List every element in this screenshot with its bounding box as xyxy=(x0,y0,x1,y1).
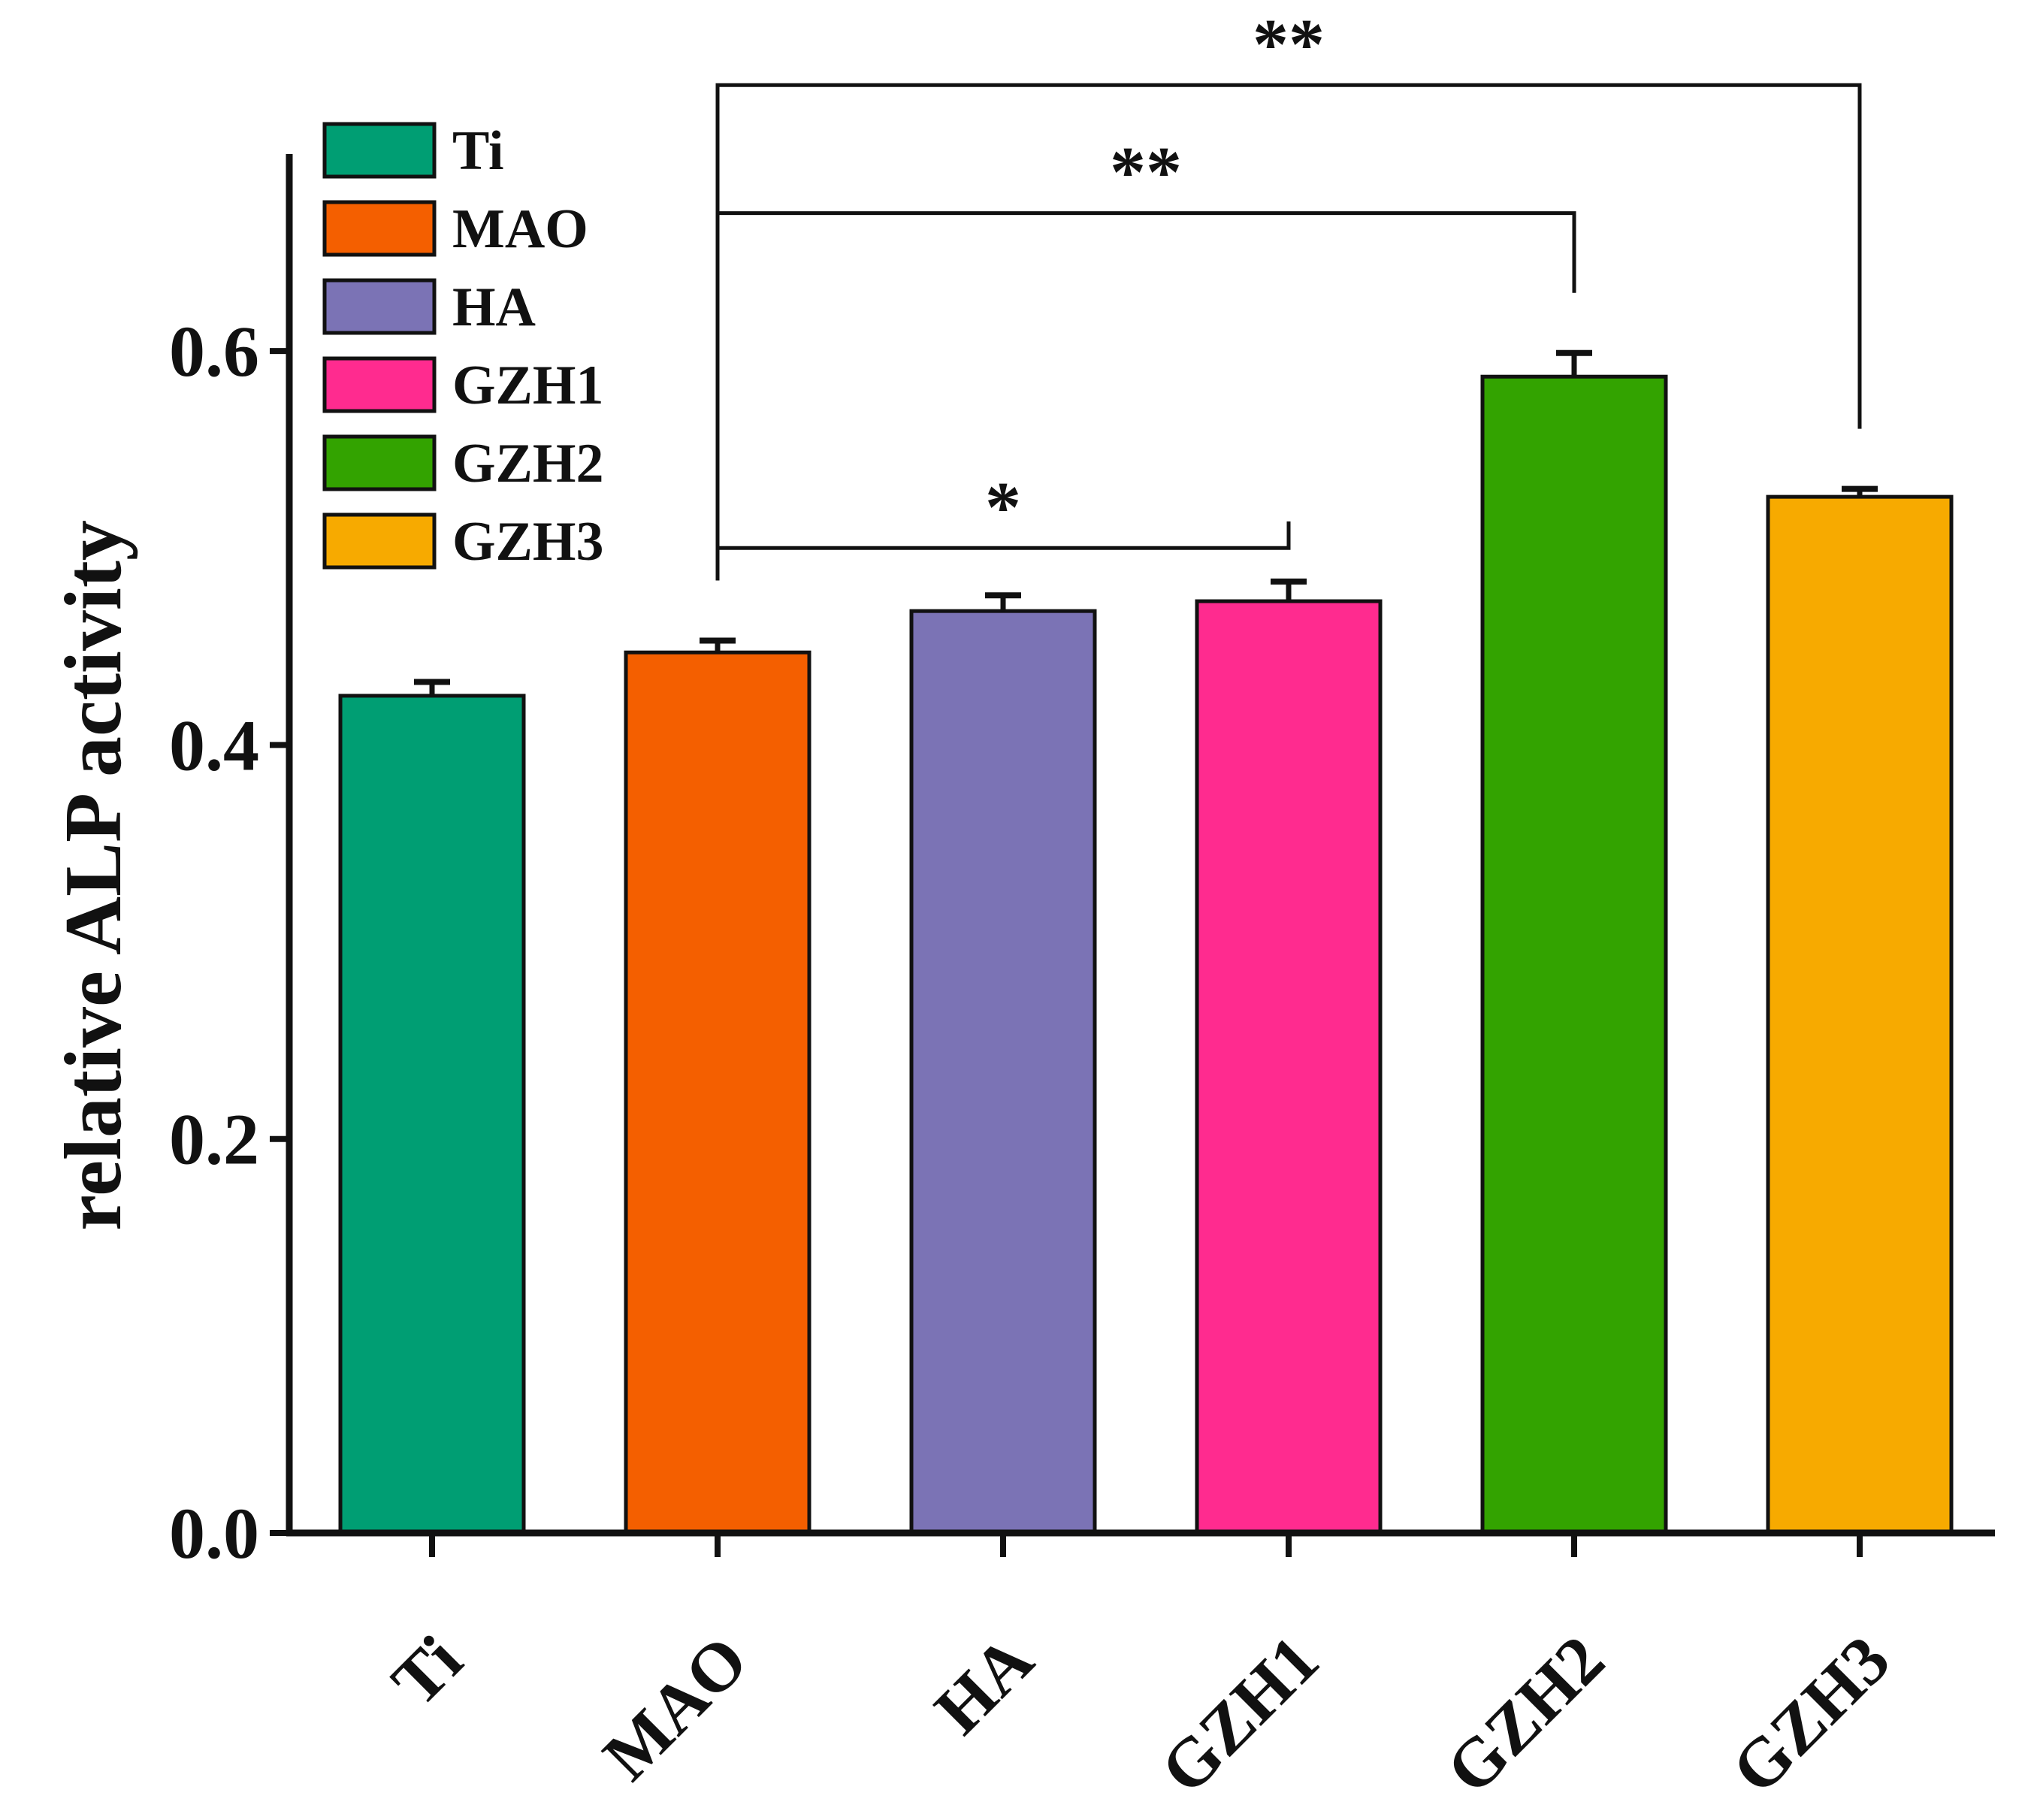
x-tick-label-gzh2: GZH2 xyxy=(1431,1621,1618,1808)
legend-swatch-gzh1 xyxy=(322,356,437,413)
legend: Ti MAO HA GZH1 GZH2 GZH3 xyxy=(322,120,603,573)
x-tick-label-gzh3: GZH3 xyxy=(1717,1621,1904,1808)
bar-gzh3 xyxy=(1766,494,1954,1535)
significance-label-mao-gzh1: * xyxy=(985,467,1021,547)
y-tick-label-3: 0.6 xyxy=(169,311,259,392)
legend-label-gzh1: GZH1 xyxy=(452,355,603,416)
y-axis-title: relative ALP activity xyxy=(49,520,138,1231)
legend-label-ha: HA xyxy=(452,277,536,338)
bar-gzh2 xyxy=(1480,374,1668,1535)
bar-gzh1 xyxy=(1195,599,1383,1535)
legend-label-gzh2: GZH2 xyxy=(452,433,603,494)
bar-ha xyxy=(909,609,1097,1535)
legend-swatch-ti xyxy=(322,122,437,179)
significance-label-mao-gzh2: ** xyxy=(1110,132,1182,213)
x-tick-label-ha: HA xyxy=(920,1621,1047,1749)
bar-mao xyxy=(624,650,811,1535)
significance-label-mao-gzh3: ** xyxy=(1253,4,1325,84)
bar-ti xyxy=(338,694,526,1535)
errorbars-layer xyxy=(414,349,1878,696)
bars-layer xyxy=(338,374,1954,1535)
legend-label-gzh3: GZH3 xyxy=(452,511,603,573)
y-tick-label-1: 0.2 xyxy=(169,1099,259,1180)
x-tick-label-gzh1: GZH1 xyxy=(1146,1621,1333,1808)
y-tick-label-2: 0.4 xyxy=(169,705,259,785)
legend-swatch-ha xyxy=(322,278,437,335)
x-tick-label-mao: MAO xyxy=(588,1621,762,1794)
legend-swatch-mao xyxy=(322,200,437,257)
legend-label-mao: MAO xyxy=(452,198,588,260)
legend-swatch-gzh2 xyxy=(322,434,437,491)
legend-label-ti: Ti xyxy=(452,120,504,182)
significance-layer: ***** xyxy=(715,4,1862,581)
x-tick-label-ti: Ti xyxy=(377,1621,476,1720)
y-tick-label-0: 0.0 xyxy=(169,1493,259,1574)
legend-swatch-gzh3 xyxy=(322,512,437,570)
significance-bracket-mao-gzh3 xyxy=(715,83,1862,551)
significance-bracket-mao-gzh2 xyxy=(715,211,1576,566)
